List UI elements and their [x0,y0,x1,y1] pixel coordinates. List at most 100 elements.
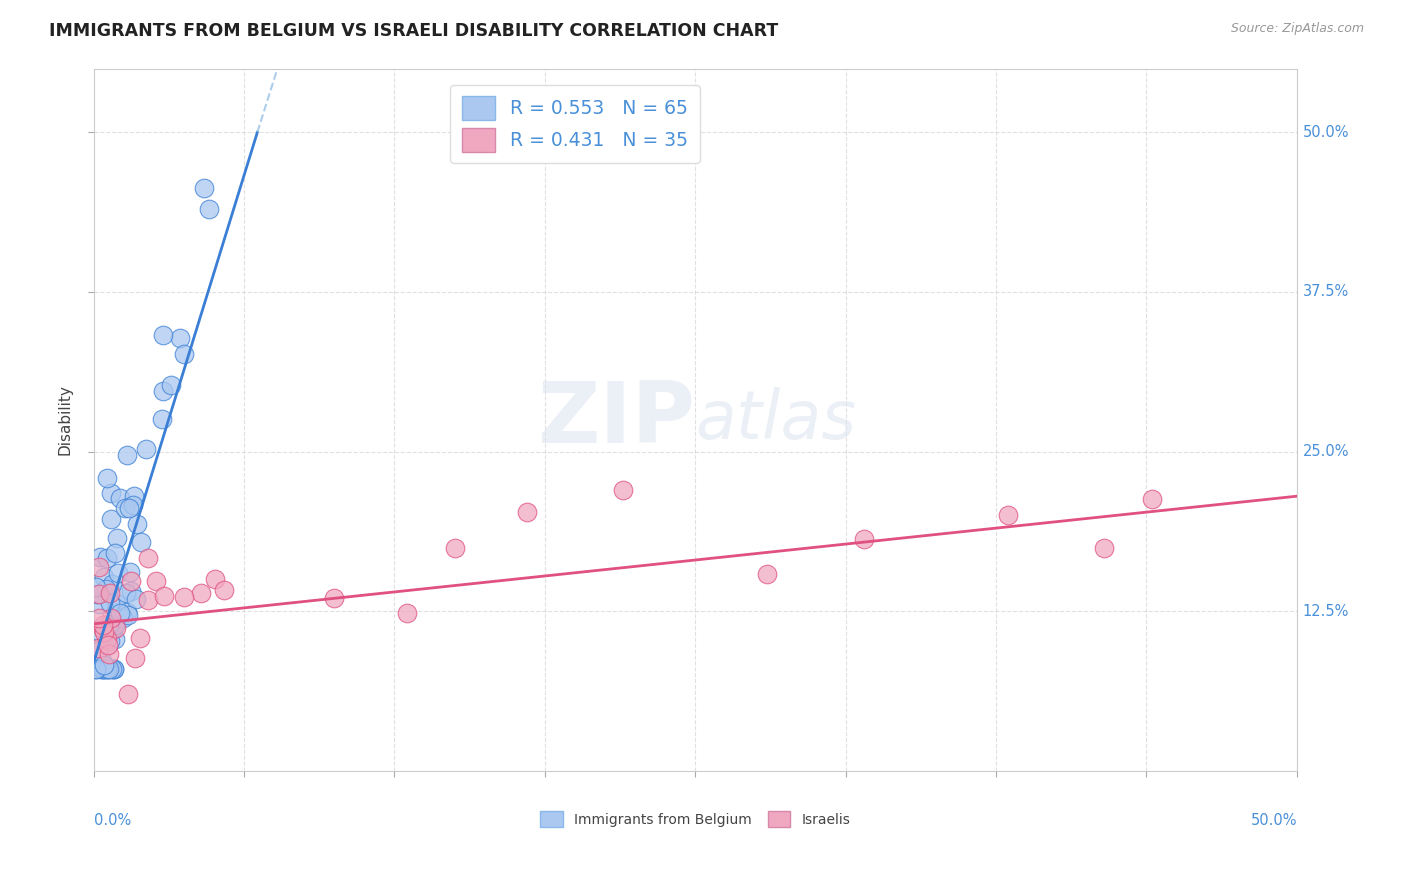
Text: 12.5%: 12.5% [1303,604,1350,618]
Point [120,584,142,599]
Point [93,622,115,636]
Point [96,582,118,596]
Point [136,592,159,607]
Point [756,566,779,581]
Point [96,661,118,675]
Point [115,448,138,462]
Text: 0.0%: 0.0% [94,813,131,828]
Point [152,327,174,342]
Point [204,572,226,586]
Point [395,607,418,621]
Point [101,576,124,591]
Point [105,596,128,610]
Point [104,632,127,647]
Point [96,632,118,647]
Point [93,624,115,639]
Text: IMMIGRANTS FROM BELGIUM VS ISRAELI DISABILITY CORRELATION CHART: IMMIGRANTS FROM BELGIUM VS ISRAELI DISAB… [49,22,779,40]
Point [145,574,167,588]
Point [169,330,191,344]
Text: atlas: atlas [696,386,856,452]
Point [96,661,118,675]
Point [1142,491,1164,506]
Point [84,624,107,638]
Point [105,532,128,546]
Point [108,491,131,506]
Point [173,590,195,604]
Point [1092,541,1115,555]
Legend: Immigrants from Belgium, Israelis: Immigrants from Belgium, Israelis [533,804,858,834]
Point [173,347,195,361]
Point [98,585,121,599]
Point [212,583,235,598]
Point [108,606,131,620]
Point [129,631,152,645]
Point [516,505,538,519]
Point [87,559,110,574]
Point [84,661,107,675]
Point [91,661,114,675]
Point [114,585,136,599]
Point [89,549,111,564]
Point [612,483,634,498]
Point [117,608,139,623]
Point [100,616,122,631]
Point [125,591,148,606]
Point [98,634,121,648]
Text: 50.0%: 50.0% [1303,125,1350,140]
Point [87,587,110,601]
Text: 50.0%: 50.0% [1250,813,1296,828]
Point [103,661,125,675]
Point [87,611,110,625]
Point [136,551,159,566]
Point [98,647,121,661]
Point [104,546,127,560]
Point [121,498,143,512]
Point [93,661,115,675]
Point [91,661,114,675]
Point [120,574,142,588]
Text: Source: ZipAtlas.com: Source: ZipAtlas.com [1230,22,1364,36]
Point [90,651,112,665]
Point [93,570,115,584]
Point [98,618,121,632]
Point [87,644,110,658]
Point [193,180,215,194]
Point [98,661,121,675]
Point [852,532,875,546]
Point [124,650,146,665]
Point [89,597,111,611]
Point [93,657,115,672]
Point [103,661,125,675]
Point [104,618,127,632]
Point [129,535,152,549]
Point [84,661,107,675]
Point [120,565,142,579]
Point [135,442,157,456]
Point [98,596,121,610]
Point [160,378,183,392]
Point [101,661,124,675]
Point [443,541,465,556]
Point [107,566,129,581]
Point [111,611,134,625]
Point [104,621,127,635]
Point [98,624,121,638]
Point [86,587,108,601]
Point [190,586,212,600]
Point [100,486,122,500]
Point [122,489,145,503]
Point [91,617,114,632]
Point [87,641,110,656]
Point [153,589,176,603]
Point [114,501,136,516]
Point [323,591,346,605]
Point [152,384,174,398]
Point [198,202,221,216]
Point [96,471,118,485]
Point [96,551,118,566]
Text: 25.0%: 25.0% [1303,444,1350,459]
Point [118,501,141,516]
Point [97,638,120,652]
Point [997,508,1019,523]
Text: 37.5%: 37.5% [1303,285,1350,300]
